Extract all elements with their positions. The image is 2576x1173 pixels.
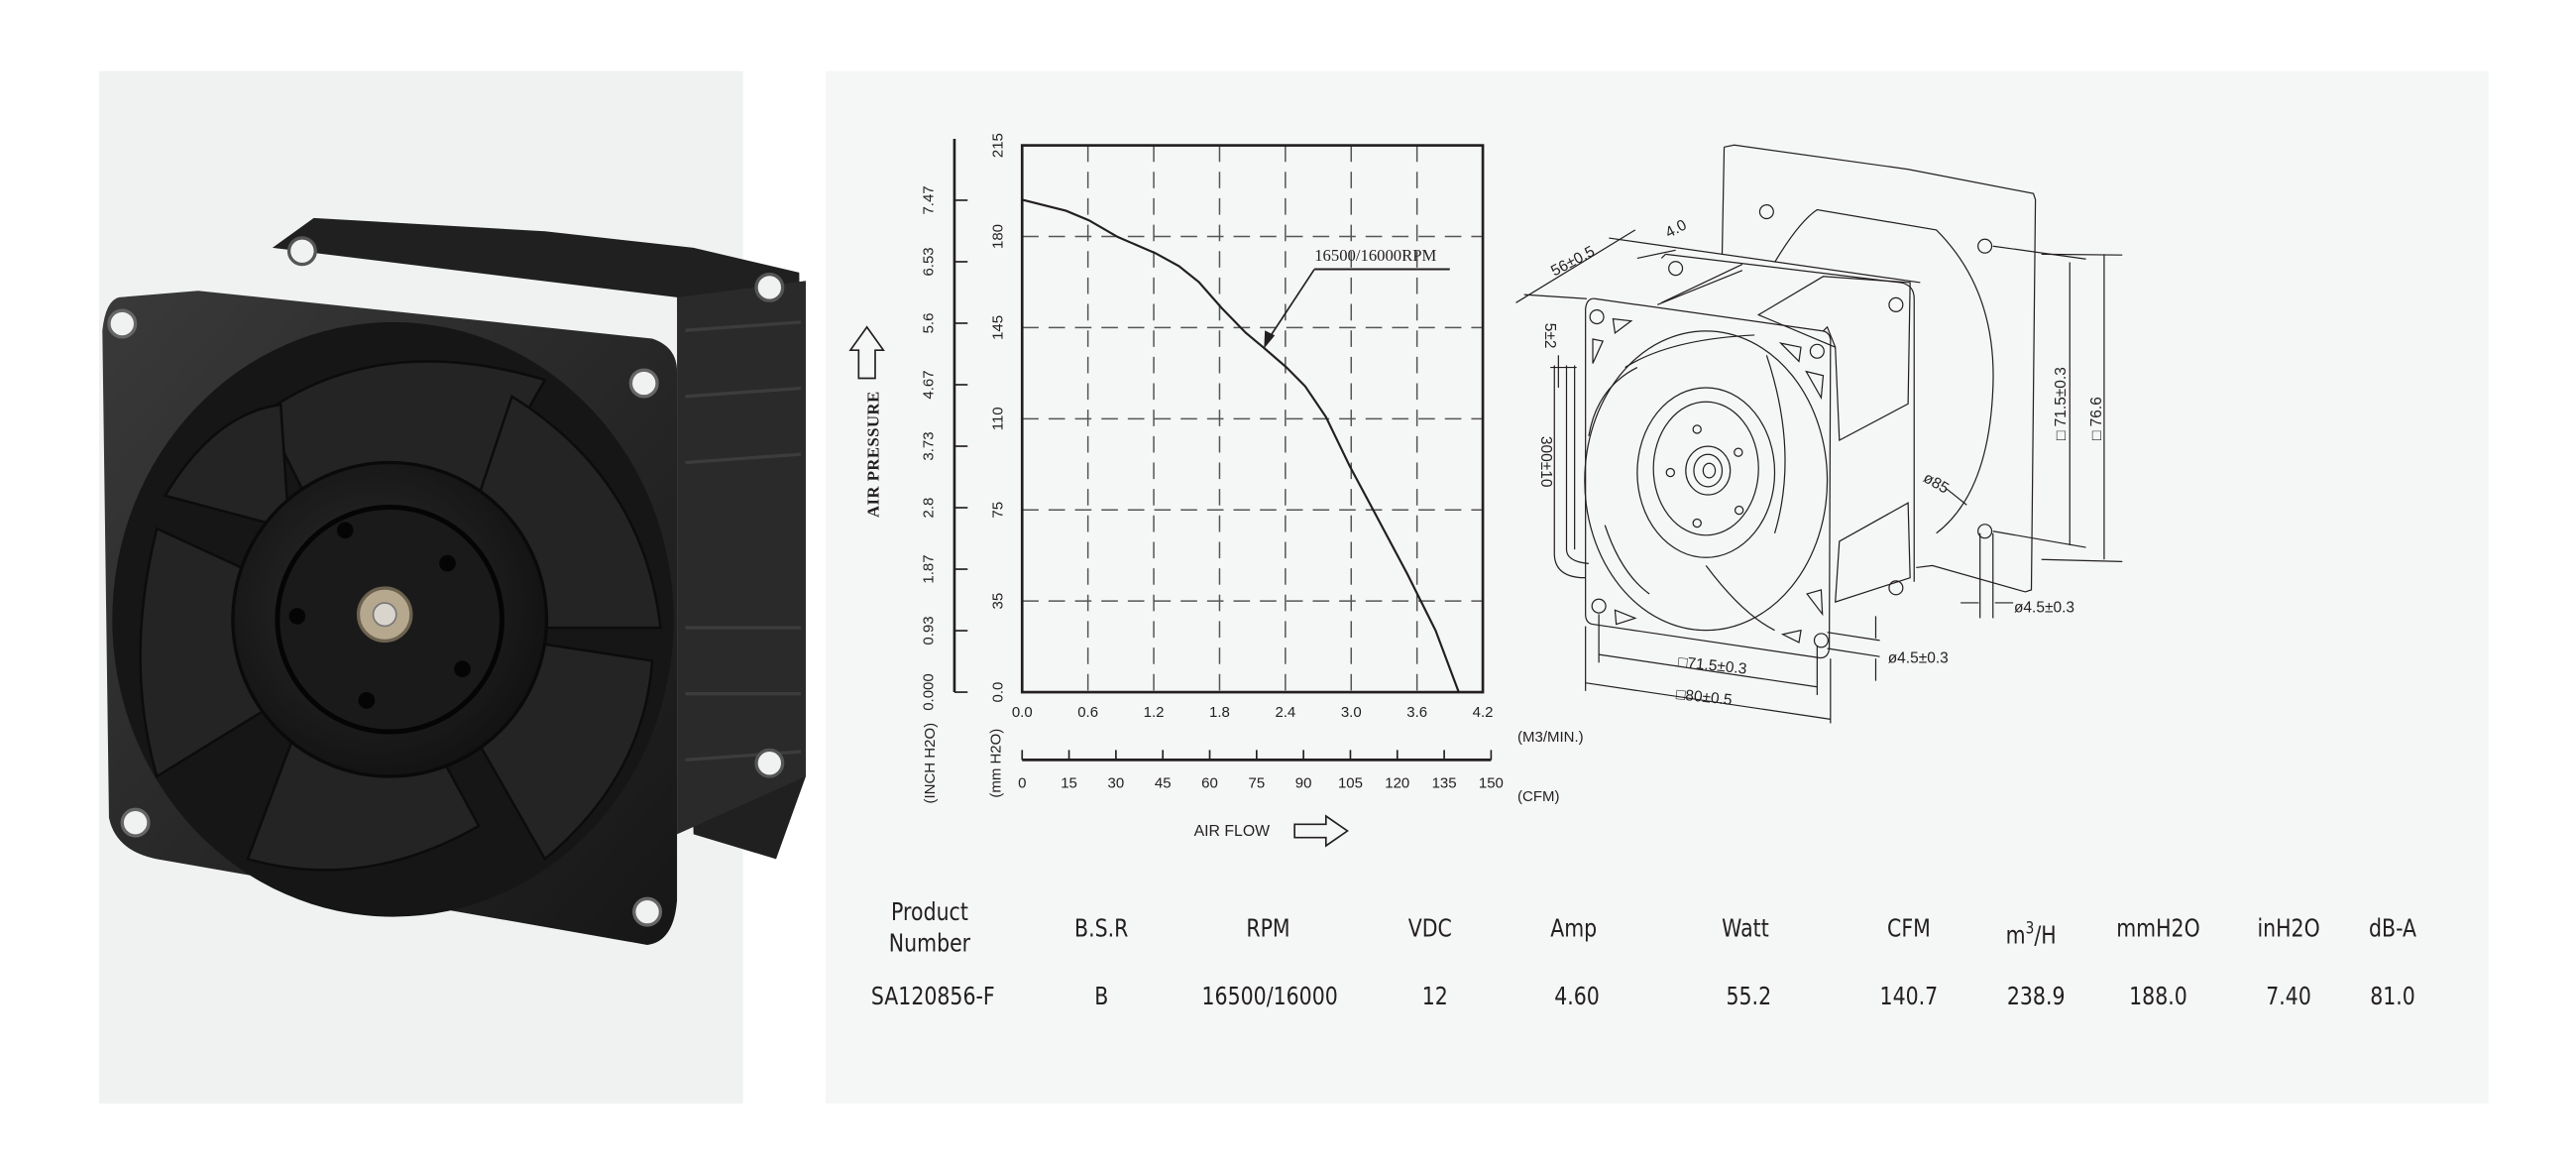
cell-bsr: B [1094,982,1108,1013]
cfm-tick-label: 75 [1248,775,1265,792]
y-tick-label: 145 [989,315,1006,340]
cell-watt: 55.2 [1726,982,1771,1013]
header-mmh2o: mmH2O [2116,913,2200,945]
x-axis-title: AIR FLOW [1194,823,1271,840]
header-cfm: CFM [1887,913,1931,945]
cfm-unit-label: (CFM) [1517,788,1559,805]
up-arrow-icon [850,327,883,379]
cell-cfm: 140.7 [1880,982,1939,1013]
header-watt: Watt [1722,913,1769,945]
y-unit-label: (mm H2O) [988,729,1005,798]
y2-tick-label: 3.73 [920,431,937,460]
cell-m3h: 238.9 [2007,982,2066,1013]
y-axis-title: AIR PRESSURE [863,391,882,518]
cfm-tick-label: 0 [1018,775,1026,792]
curve-annotation: 16500/16000RPM [1314,246,1436,265]
y-tick-label: 110 [989,407,1006,430]
y2-tick-label: 6.53 [920,247,937,276]
header-amp: Amp [1550,913,1597,945]
dim-cable-strip: 5±2 [1541,323,1558,349]
cfm-tick-label: 90 [1295,775,1312,792]
cell-rpm: 16500/16000 [1202,982,1338,1013]
cfm-tick-label: 30 [1108,775,1125,792]
cfm-tick-label: 135 [1432,775,1457,792]
y-tick-label: 180 [989,224,1006,249]
header-bsr: B.S.R [1074,913,1128,945]
header-rpm: RPM [1246,913,1289,945]
cell-inh2o: 7.40 [2266,982,2311,1013]
y2-tick-label: 0.93 [920,616,937,645]
y-tick-label: 215 [989,133,1006,158]
cell-vdc: 12 [1422,982,1448,1013]
cfm-tick-label: 60 [1201,775,1218,792]
x-tick-label: 1.8 [1209,704,1230,721]
annotation-leader [1270,270,1314,337]
dim-flange: 4.0 [1663,216,1690,241]
dim-overall-side: □ 76.6 [2088,397,2105,440]
dim-venturi-dia: ø85 [1920,470,1952,498]
dim-depth: 56±0.5 [1548,243,1598,280]
y-tick-label: 35 [989,593,1006,610]
x-tick-label: 3.6 [1406,704,1427,721]
dim-hole-dia-front: ø4.5±0.3 [1888,649,1949,666]
header-dba: dB-A [2369,913,2416,945]
x-tick-label: 3.0 [1341,704,1362,721]
dim-cable-length: 300±10 [1537,436,1554,488]
y-tick-label: 75 [989,502,1006,519]
x-tick-label: 0.6 [1077,704,1098,721]
y2-tick-label: 4.67 [920,370,937,399]
x-tick-label: 0.0 [1012,704,1033,721]
y2-tick-label: 2.8 [920,498,937,519]
cfm-tick-label: 45 [1155,775,1172,792]
dim-hole-dia-back: ø4.5±0.3 [2014,599,2074,616]
x-tick-label: 4.2 [1473,704,1494,721]
cell-dba: 81.0 [2370,982,2415,1013]
header-vdc: VDC [1408,913,1452,945]
cfm-tick-label: 150 [1479,775,1504,792]
y2-tick-label: 5.6 [920,313,937,334]
dimension-drawing: 56±0.5 4.0 5±2 300±10 □71.5±0.3 □80±0.5 … [1515,129,2150,635]
dim-hole-spacing-side: □ 71.5±0.3 [2053,367,2070,440]
header-inh2o: inH2O [2257,913,2319,945]
right-arrow-icon [1294,816,1347,846]
cell-mmh2o: 188.0 [2129,982,2187,1013]
cfm-tick-label: 15 [1061,775,1077,792]
x-tick-label: 2.4 [1275,704,1295,721]
header-m3h: m3/H [2006,913,2057,951]
y2-tick-label: 7.47 [920,185,937,214]
y2-tick-label: 0.000 [920,673,937,711]
cell-amp: 4.60 [1554,982,1600,1013]
cfm-tick-label: 105 [1338,775,1363,792]
y-tick-label: 0.0 [989,682,1006,703]
cell-product-number: SA120856-F [871,982,995,1013]
cfm-tick-label: 120 [1385,775,1409,792]
x-unit-label: (M3/MIN.) [1517,729,1584,746]
y2-unit-label: (INCH H2O) [922,723,939,804]
x-tick-label: 1.2 [1144,704,1165,721]
y2-tick-label: 1.87 [920,554,937,583]
